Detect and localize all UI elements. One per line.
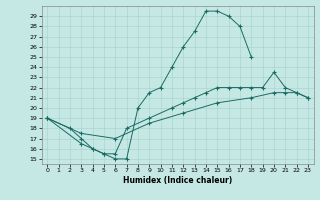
X-axis label: Humidex (Indice chaleur): Humidex (Indice chaleur) — [123, 176, 232, 185]
